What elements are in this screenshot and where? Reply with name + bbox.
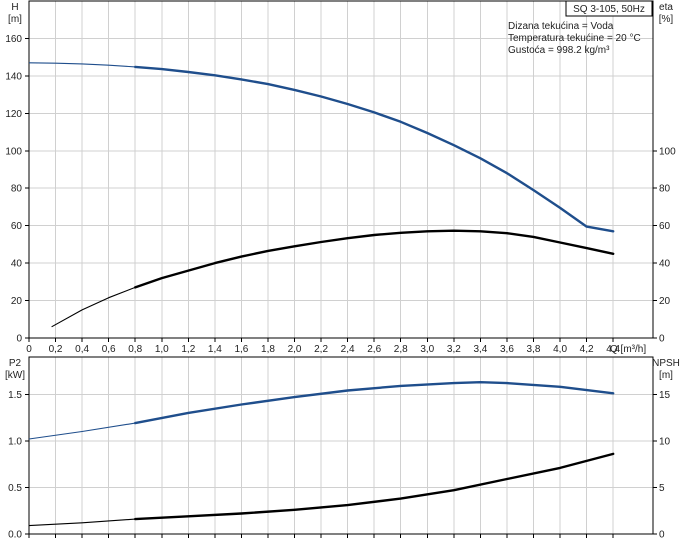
x-tick-label: 4,0	[553, 344, 567, 355]
y-left-tick-label: 0.0	[8, 530, 22, 541]
y-right-tick-label: 80	[659, 184, 671, 195]
y-right-axis-title: eta	[659, 2, 673, 13]
series-line	[134, 65, 615, 233]
y-right-tick-label: 0	[659, 334, 665, 345]
y-right-tick-label: 10	[659, 436, 671, 447]
y-right-tick-label: 20	[659, 296, 671, 307]
y-right-tick-label: 40	[659, 259, 671, 270]
series-line	[134, 452, 615, 521]
x-tick-label: 0,6	[102, 344, 116, 355]
plot-frame	[28, 0, 654, 339]
annotation-text: Gustoća = 998.2 kg/m³	[508, 45, 610, 56]
x-tick-label: 3,8	[527, 344, 541, 355]
y-left-tick-label: 60	[11, 221, 23, 232]
y-right-axis-title: NPSH	[652, 358, 680, 369]
plot-frame	[28, 356, 654, 535]
y-left-tick-label: 100	[5, 146, 22, 157]
x-tick-label: 4,2	[580, 344, 594, 355]
annotation-text: Dizana tekućina = Voda	[508, 21, 614, 32]
y-left-tick-label: 140	[5, 71, 22, 82]
x-tick-label: 1,2	[181, 344, 195, 355]
y-left-tick-label: 40	[11, 259, 23, 270]
y-right-axis-unit: [m]	[659, 370, 673, 381]
y-left-tick-label: 1.5	[8, 390, 22, 401]
y-right-tick-label: 60	[659, 221, 671, 232]
y-left-tick-label: 1.0	[8, 436, 22, 447]
y-right-tick-label: 5	[659, 483, 665, 494]
x-tick-label: 1,6	[234, 344, 248, 355]
x-tick-label: 3,2	[447, 344, 461, 355]
x-tick-label: 1,0	[155, 344, 169, 355]
x-tick-label: 3,6	[500, 344, 514, 355]
legend-box	[565, 0, 653, 17]
y-left-axis-unit: [m]	[8, 14, 22, 25]
y-right-tick-label: 15	[659, 390, 671, 401]
legend-box-text: SQ 3-105, 50Hz	[573, 4, 645, 15]
y-left-tick-label: 80	[11, 184, 23, 195]
x-tick-label: 0	[26, 344, 32, 355]
x-axis-label: Q [m³/h]	[610, 344, 646, 355]
x-tick-label: 1,8	[261, 344, 275, 355]
y-right-tick-label: 0	[659, 530, 665, 541]
x-tick-label: 2,4	[341, 344, 355, 355]
y-left-tick-label: 160	[5, 34, 22, 45]
x-tick-label: 0,2	[49, 344, 63, 355]
x-tick-label: 3,0	[420, 344, 434, 355]
annotation-text: Temperatura tekućine = 20 °C	[508, 33, 641, 44]
y-left-axis-title: P2	[9, 358, 22, 369]
y-left-axis-title: H	[11, 2, 18, 13]
y-left-tick-label: 120	[5, 109, 22, 120]
x-tick-label: 0,4	[75, 344, 89, 355]
x-tick-label: 2,6	[367, 344, 381, 355]
y-left-tick-label: 0.5	[8, 483, 22, 494]
x-tick-label: 1,4	[208, 344, 222, 355]
x-tick-label: 3,4	[473, 344, 487, 355]
series-line-thin	[28, 62, 136, 68]
y-left-tick-label: 20	[11, 296, 23, 307]
x-tick-label: 2,2	[314, 344, 328, 355]
y-left-axis-unit: [kW]	[5, 370, 25, 381]
x-tick-label: 2,0	[288, 344, 302, 355]
x-tick-label: 4,4	[606, 344, 620, 355]
series-line	[134, 381, 615, 425]
y-right-tick-label: 100	[659, 146, 676, 157]
series-line-thin	[28, 518, 136, 527]
y-right-axis-unit: [%]	[659, 14, 674, 25]
x-tick-label: 2,8	[394, 344, 408, 355]
series-line	[134, 229, 615, 289]
series-line-thin	[51, 286, 136, 328]
x-tick-label: 0,8	[128, 344, 142, 355]
series-line-thin	[28, 422, 136, 440]
y-left-tick-label: 0	[16, 334, 22, 345]
